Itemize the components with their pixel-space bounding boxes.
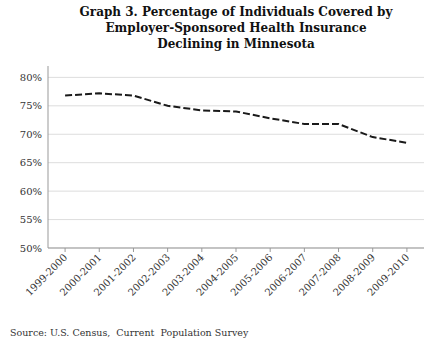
plot-area	[65, 93, 407, 142]
x-tick	[167, 248, 168, 252]
grid-line	[48, 77, 424, 78]
grid-line	[48, 134, 424, 135]
grid-line	[48, 105, 424, 106]
x-tick-label: 2009-2010	[365, 252, 411, 298]
y-tick-label: 70%	[20, 129, 42, 140]
x-tick	[133, 248, 134, 252]
line	[65, 93, 407, 142]
chart: Graph 3. Percentage of Individuals Cover…	[0, 0, 438, 344]
x-tick	[99, 248, 100, 252]
y-tick-label: 75%	[20, 100, 42, 111]
x-tick	[201, 248, 202, 252]
y-tick-label: 80%	[20, 72, 42, 83]
x-tick	[270, 248, 271, 252]
x-tick	[338, 248, 339, 252]
grid-line	[48, 162, 424, 163]
y-tick-label: 60%	[20, 186, 42, 197]
y-axis-line	[48, 66, 49, 248]
grid	[48, 77, 424, 248]
x-tick	[65, 248, 66, 252]
x-tick	[406, 248, 407, 252]
x-tick	[372, 248, 373, 252]
y-tick-label: 55%	[20, 214, 42, 225]
source: Source: U.S. Census, Current Population …	[10, 327, 249, 338]
y-tick-label: 50%	[20, 243, 42, 254]
title: Graph 3. Percentage of Individuals Cover…	[80, 5, 394, 51]
y-tick-label: 65%	[20, 157, 42, 168]
x-tick	[236, 248, 237, 252]
grid-line	[48, 191, 424, 192]
x-tick	[304, 248, 305, 252]
grid-line	[48, 219, 424, 220]
